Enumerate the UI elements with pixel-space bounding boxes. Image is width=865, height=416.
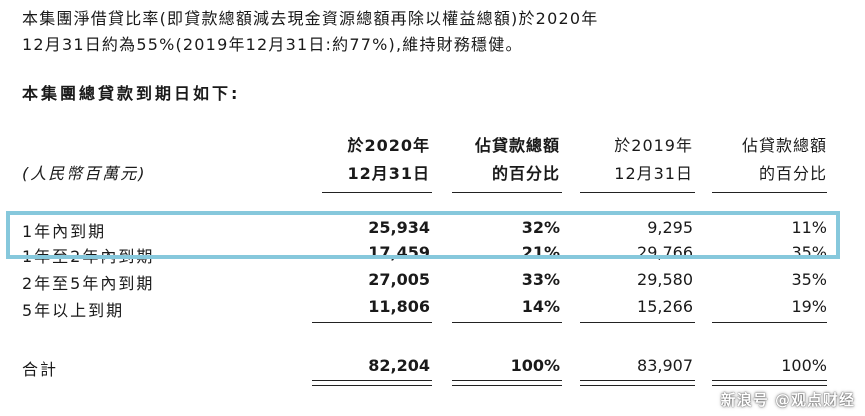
table-row: 2年至5年內到期 27,005 33% 29,580 35%: [0, 270, 865, 294]
header-rule: [712, 192, 827, 193]
percent-2020: 32%: [521, 218, 560, 237]
total-double-rule: [312, 380, 432, 386]
total-double-rule: [580, 380, 695, 386]
value-2019: 9,295: [647, 218, 693, 237]
column-header-line: 於2020年: [347, 136, 430, 155]
column-header-line: 佔貸款總額: [474, 136, 560, 155]
percent-2020: 14%: [521, 297, 560, 316]
subtotal-rule: [712, 322, 827, 323]
row-label: 5年以上到期: [22, 301, 125, 320]
percent-2019: 35%: [791, 270, 827, 289]
column-header-line: 12月31日: [614, 164, 693, 183]
value-2019: 15,266: [637, 297, 693, 316]
unit-label: (人民幣百萬元): [22, 164, 147, 183]
column-header-line: 的百分比: [491, 164, 560, 183]
total-row: 合計 82,204 100% 83,907 100%: [0, 356, 865, 380]
total-label: 合計: [22, 360, 59, 379]
row-label: 2年至5年內到期: [22, 274, 155, 293]
section-heading: 本集團總貸款到期日如下:: [22, 84, 241, 103]
value-2020: 11,806: [368, 297, 430, 316]
column-header-line: 12月31日: [347, 164, 430, 183]
net-gearing-paragraph: 本集團淨借貸比率(即貸款總額減去現金資源總額再除以權益總額)於2020年 12月…: [22, 6, 852, 58]
column-header-line: 於2019年: [614, 136, 693, 155]
header-rule: [322, 192, 432, 193]
column-header-2020-value: 於2020年 12月31日: [347, 132, 430, 188]
column-header-line: 佔貸款總額: [741, 136, 827, 155]
total-double-rule: [712, 380, 827, 386]
percent-2019: 19%: [791, 297, 827, 316]
column-header-line: 的百分比: [758, 164, 827, 183]
value-2020: 27,005: [368, 270, 430, 289]
highlight-box: [6, 211, 840, 259]
watermark: 新浪号 @观点财经: [720, 391, 855, 409]
total-double-rule: [452, 380, 562, 386]
subtotal-rule: [312, 322, 432, 323]
value-2019: 29,580: [637, 270, 693, 289]
header-rule: [452, 192, 562, 193]
column-header-2020-percent: 佔貸款總額 的百分比: [475, 132, 560, 188]
column-header-2019-value: 於2019年 12月31日: [614, 132, 693, 188]
row-label: 1年內到期: [22, 222, 107, 241]
total-value-2020: 82,204: [368, 356, 430, 375]
value-2020: 25,934: [368, 218, 430, 237]
paragraph-line-1: 本集團淨借貸比率(即貸款總額減去現金資源總額再除以權益總額)於2020年: [22, 9, 599, 28]
header-rule: [580, 192, 695, 193]
subtotal-rule: [452, 322, 562, 323]
total-percent-2020: 100%: [510, 356, 560, 375]
percent-2019: 11%: [791, 218, 827, 237]
total-percent-2019: 100%: [781, 356, 827, 375]
table-row: 5年以上到期 11,806 14% 15,266 19%: [0, 297, 865, 321]
subtotal-rule: [580, 322, 695, 323]
table-row: 1年內到期 25,934 32% 9,295 11%: [0, 218, 865, 242]
total-value-2019: 83,907: [637, 356, 693, 375]
paragraph-line-2: 12月31日約為55%(2019年12月31日:約77%),維持財務穩健。: [22, 35, 523, 54]
percent-2020: 33%: [521, 270, 560, 289]
column-header-2019-percent: 佔貸款總額 的百分比: [742, 132, 827, 188]
